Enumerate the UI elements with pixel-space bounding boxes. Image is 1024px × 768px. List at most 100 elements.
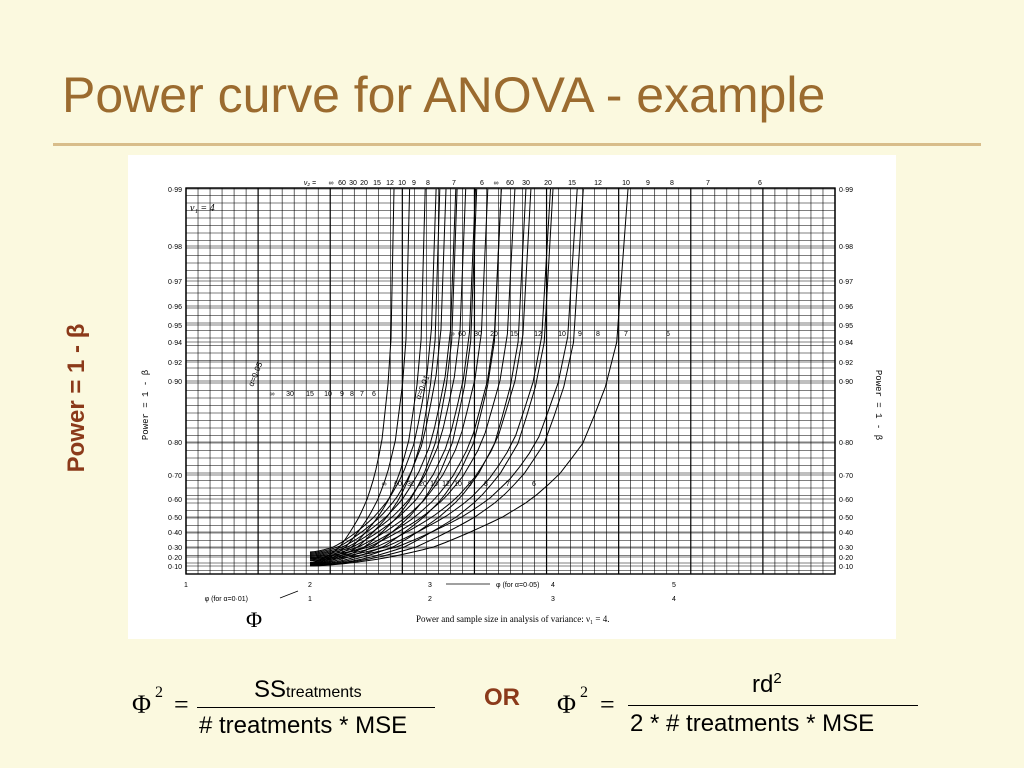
df-label-low: 12	[442, 481, 450, 488]
df-label-top: 60	[338, 180, 346, 187]
df-label-top: 12	[594, 180, 602, 187]
alpha01-curve	[309, 188, 629, 567]
df-label-mid-alpha01: 7	[624, 331, 628, 338]
y-tick-label-left: 0·10	[168, 564, 182, 571]
df-label-top: 8	[426, 180, 430, 187]
df-label-low: 7	[506, 481, 510, 488]
fraction-bar-left	[197, 707, 435, 708]
df-label-mid-alpha01: 8	[596, 331, 600, 338]
alpha05-curve	[309, 188, 447, 554]
phi-symbol: Φ	[246, 607, 262, 632]
df-label-mid-alpha01: ∞	[450, 331, 455, 338]
x-tick-alpha01: 2	[308, 582, 312, 589]
y-tick-label-right: 0·95	[839, 323, 853, 330]
y-tick-label-right: 0·99	[839, 187, 853, 194]
x-axis-title-alpha05: φ (for α=0·05)	[496, 582, 539, 589]
df-label-mid-alpha01: 6	[666, 331, 670, 338]
alpha01-curve	[309, 188, 502, 566]
y-tick-label-left: 0·94	[168, 340, 182, 347]
chart-caption: Power and sample size in analysis of var…	[416, 614, 609, 624]
df-label-top: ∞	[494, 180, 499, 187]
x-tick-alpha05: 1	[308, 596, 312, 603]
y-tick-label-left: 0·30	[168, 545, 182, 552]
y-tick-label-right: 0·94	[839, 340, 853, 347]
df-label-top: 12	[386, 180, 394, 187]
df-label-mid-alpha01: 60	[458, 331, 466, 338]
plot-frame	[185, 187, 836, 575]
numerator-subscript: treatments	[286, 684, 362, 701]
power-curve-chart: 0·10 0·10 0·20 0·20 0·30 0·30 0·40 0·40 0·50 0·50…	[128, 155, 896, 639]
df-label-low: 60	[394, 481, 402, 488]
y-tick-label-right: 0·50	[839, 515, 853, 522]
alpha05-curve	[309, 188, 437, 553]
alpha05-curve	[309, 188, 551, 561]
df-label-top: 60	[506, 180, 514, 187]
alpha01-curve	[309, 188, 411, 564]
y-tick-label-left: 0·50	[168, 515, 182, 522]
df-label-top: 6	[480, 180, 484, 187]
alpha05-curve	[309, 188, 516, 559]
y-tick-label-left: 0·40	[168, 530, 182, 537]
x-axis-title-alpha01: φ (for α=0·01)	[205, 596, 248, 603]
y-tick-label-left: 0·99	[168, 187, 182, 194]
df-label-mid-alpha05: 15	[306, 391, 314, 398]
y-tick-label-left: 0·80	[168, 440, 182, 447]
df-label-mid-alpha05: 8	[350, 391, 354, 398]
df-label-low: 10	[454, 481, 462, 488]
y-tick-label-right: 0·40	[839, 530, 853, 537]
df-label-top: 10	[622, 180, 630, 187]
y-tick-label-left: 0·95	[168, 323, 182, 330]
df-label-top: 9	[646, 180, 650, 187]
equals-left: =	[174, 690, 189, 719]
df-label-mid-alpha05: 9	[340, 391, 344, 398]
phi-exponent-left: 2	[155, 684, 163, 701]
df-label-low: 30	[407, 481, 415, 488]
y-tick-label-right: 0·90	[839, 379, 853, 386]
df-label-mid-alpha01: 15	[510, 331, 518, 338]
x-tick-alpha01: 4	[551, 582, 555, 589]
df-label-top: 15	[373, 180, 381, 187]
y-tick-label-right: 0·30	[839, 545, 853, 552]
df-label-top: 9	[412, 180, 416, 187]
x-tick-alpha05: 3	[551, 596, 555, 603]
df-label-top: 10	[398, 180, 406, 187]
denominator-right: 2 * # treatments * MSE	[630, 710, 875, 737]
df-label-mid-alpha05: 6	[372, 391, 376, 398]
phi-lhs-left: Φ	[132, 690, 152, 719]
y-tick-label-left: 0·92	[168, 360, 182, 367]
df-label-top: 15	[568, 180, 576, 187]
df-label-top: 7	[452, 180, 456, 187]
df-label-low: 9	[468, 481, 472, 488]
or-label: OR	[484, 684, 520, 711]
power-label-text: Power = 1 - β	[63, 323, 90, 473]
x-tick-alpha01: 1	[184, 582, 188, 589]
alpha05-curve	[309, 188, 489, 558]
y-tick-label-right: 0·92	[839, 360, 853, 367]
alpha01-curve	[309, 188, 426, 564]
y-axis-title-right: Power = 1 - β	[873, 370, 883, 440]
y-tick-label-right: 0·70	[839, 473, 853, 480]
y-tick-label-right: 0·97	[839, 279, 853, 286]
y-tick-label-left: 0·70	[168, 473, 182, 480]
df-label-mid-alpha01: 12	[534, 331, 542, 338]
y-tick-label-left: 0·97	[168, 279, 182, 286]
denominator-left: # treatments * MSE	[199, 712, 408, 739]
df-label-top: 20	[544, 180, 552, 187]
df-label-top: 6	[758, 180, 762, 187]
df-label-low: ∞	[382, 481, 387, 488]
nu1-label: ν₁ = 4	[190, 203, 215, 214]
title-divider	[53, 143, 981, 146]
y-tick-label-right: 0·10	[839, 564, 853, 571]
slide-title: Power curve for ANOVA - example	[62, 67, 826, 123]
alpha01-curve	[309, 188, 584, 567]
df-label-low: 8	[484, 481, 488, 488]
chart-svg: 0·10 0·10 0·20 0·20 0·30 0·30 0·40 0·40 0·50 0·50…	[141, 180, 883, 632]
alpha01-curve	[309, 188, 441, 565]
df-label-mid-alpha05: 30	[286, 391, 294, 398]
y-tick-label-left: 0·90	[168, 379, 182, 386]
alpha05-curve	[309, 188, 578, 562]
alpha01-curve	[309, 188, 395, 563]
df-label-low: 20	[419, 481, 427, 488]
numerator-superscript: 2	[773, 670, 782, 687]
alpha01-curve	[309, 188, 527, 567]
